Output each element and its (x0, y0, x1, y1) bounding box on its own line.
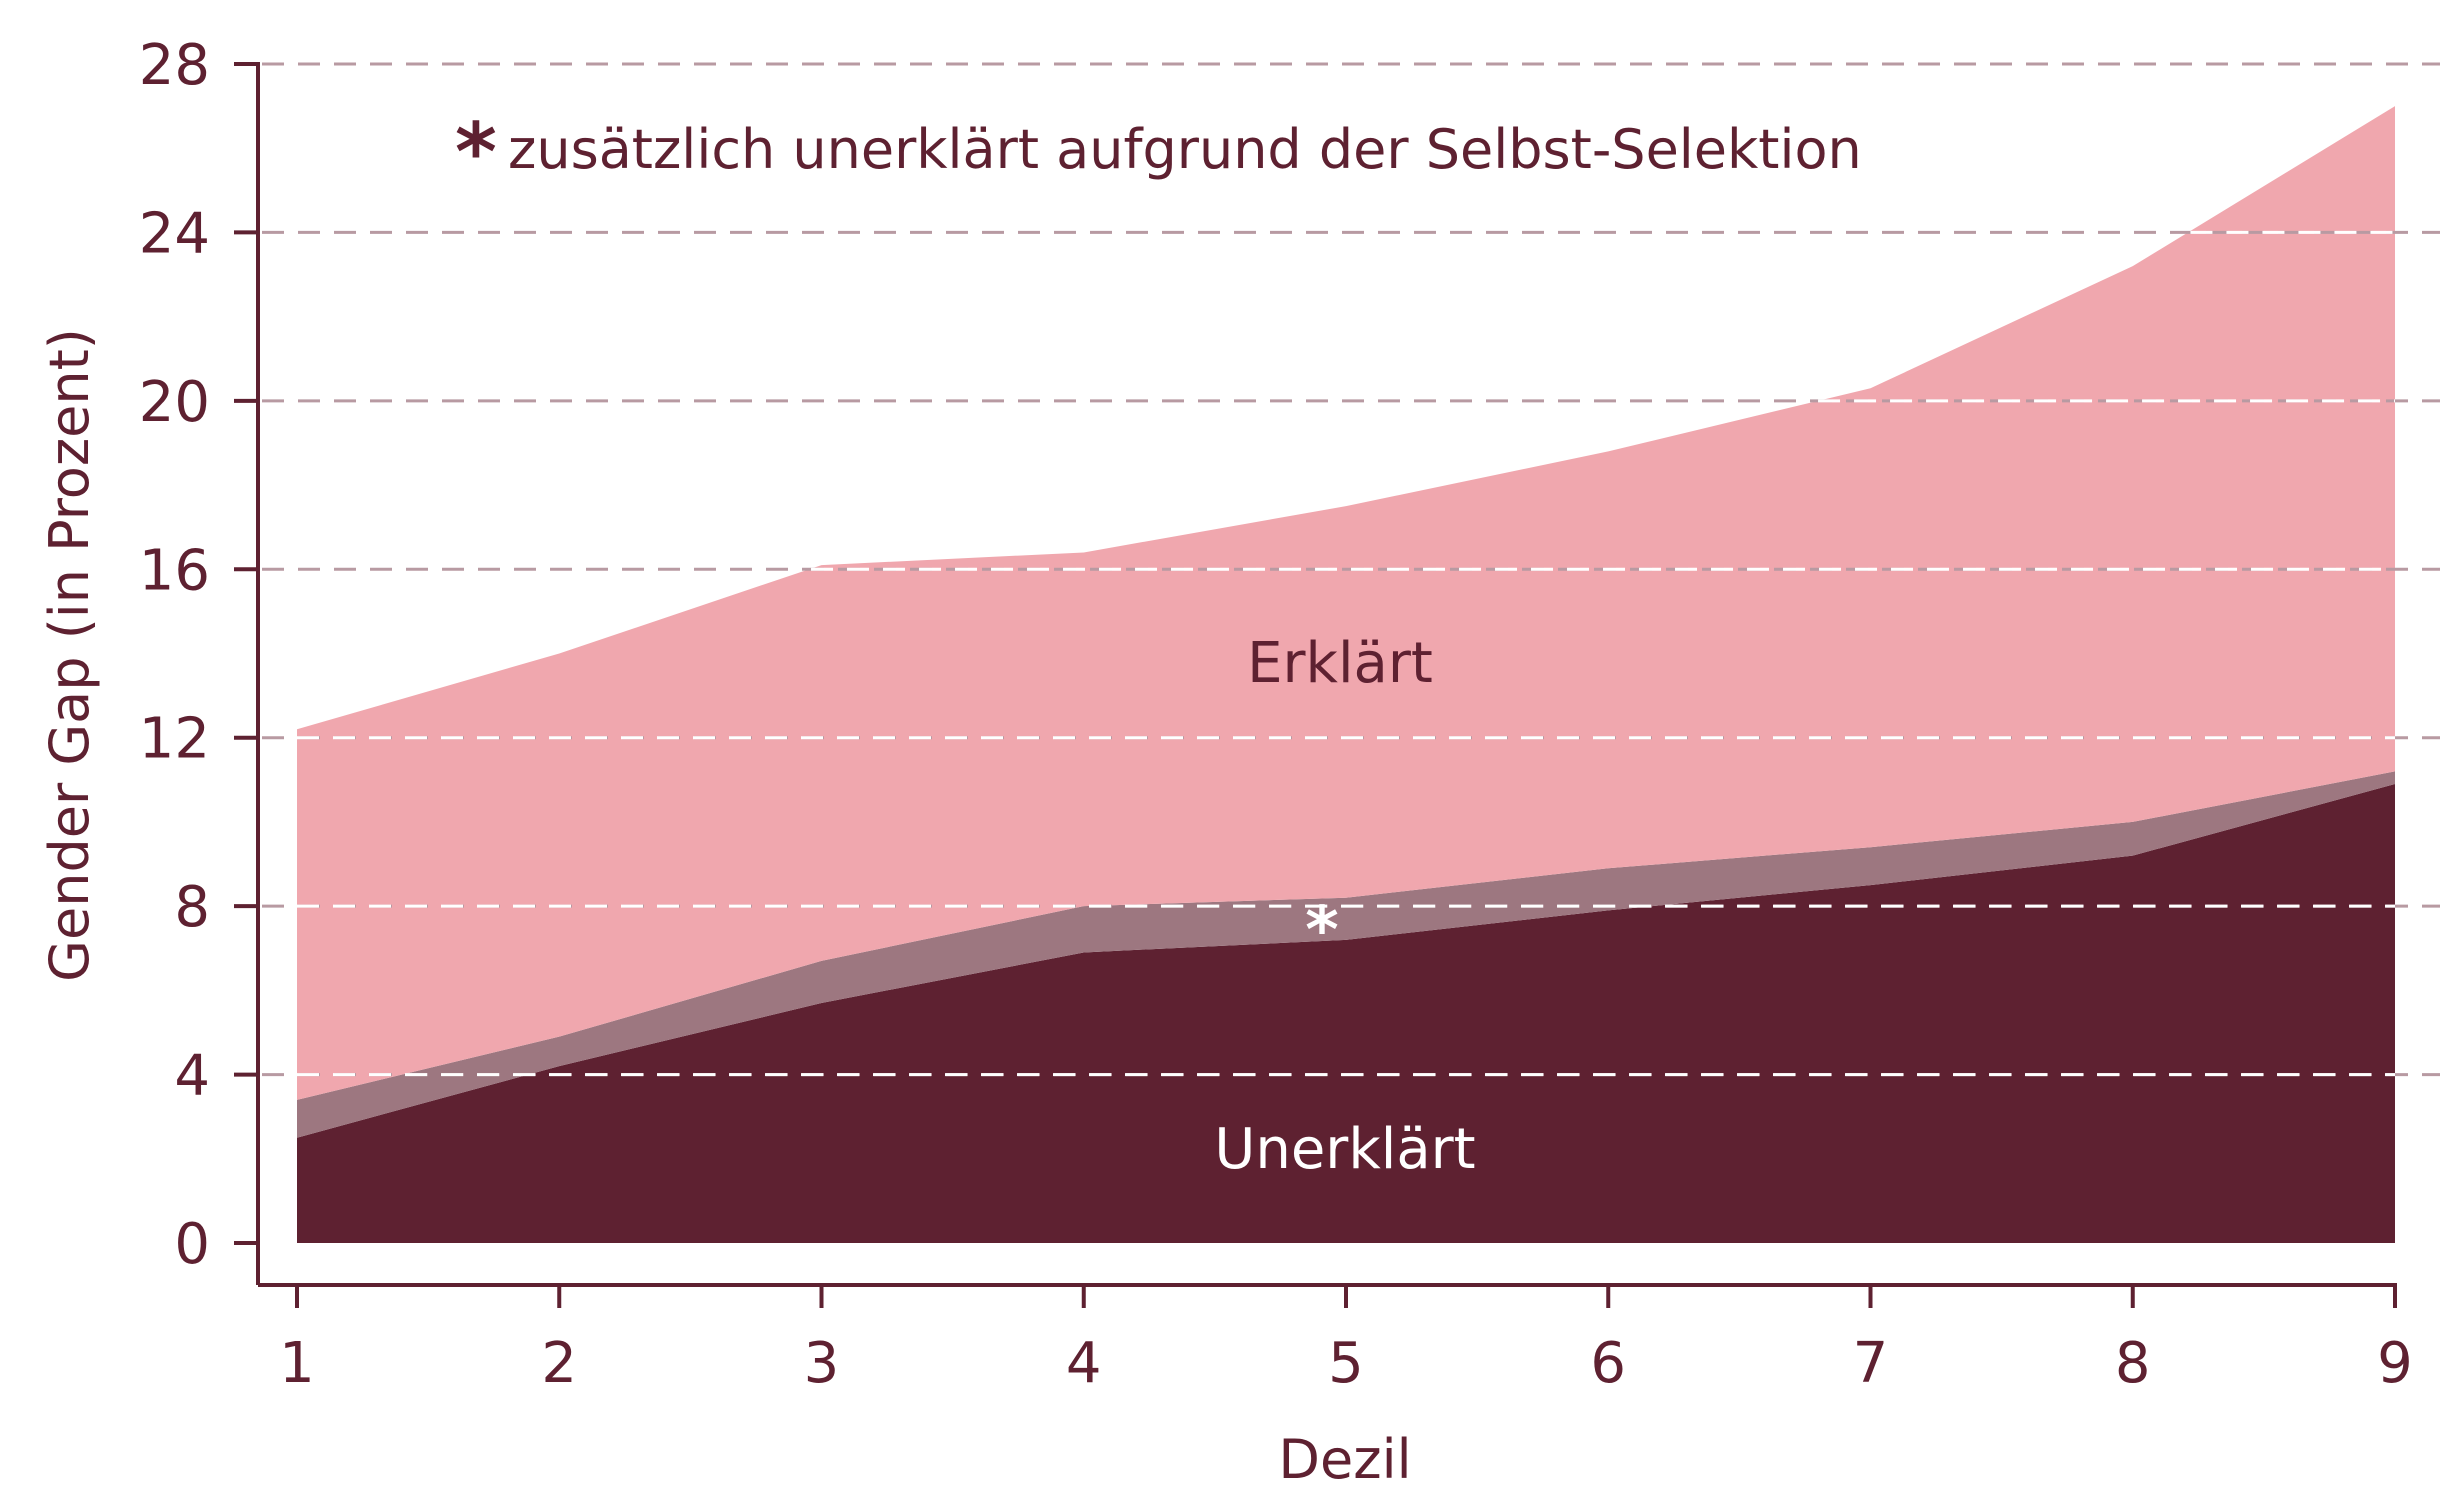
x-tick-label: 3 (804, 1331, 840, 1396)
x-tick-label: 7 (1853, 1331, 1889, 1396)
x-axis-ticks: 1 2 3 4 5 6 7 8 9 (279, 1285, 2413, 1396)
area-label-unerklaert: Unerklärt (1214, 1117, 1475, 1182)
x-tick-label: 5 (1328, 1331, 1364, 1396)
y-tick-label: 20 (139, 370, 210, 435)
annotation-star: * (455, 106, 497, 199)
y-tick-label: 28 (139, 33, 210, 98)
annotation-text: zusätzlich unerklärt aufgrund der Selbst… (508, 118, 1862, 181)
area-layers (297, 106, 2395, 1243)
area-label-star: * (1305, 894, 1338, 968)
y-tick-label: 0 (174, 1212, 210, 1277)
y-tick-label: 16 (139, 538, 210, 603)
area-unerklaert (297, 784, 2395, 1243)
y-axis-ticks: 0 4 8 12 16 20 24 28 (139, 33, 258, 1277)
y-tick-label: 4 (174, 1044, 210, 1109)
x-tick-label: 9 (2377, 1331, 2413, 1396)
x-tick-label: 6 (1590, 1331, 1626, 1396)
x-tick-label: 8 (2115, 1331, 2151, 1396)
gridlines (262, 62, 2440, 1077)
area-label-erklaert: Erklärt (1247, 631, 1433, 696)
axes (256, 62, 2397, 1287)
y-tick-label: 8 (174, 875, 210, 940)
y-tick-label: 24 (139, 201, 210, 266)
x-tick-label: 2 (541, 1331, 577, 1396)
x-tick-label: 4 (1066, 1331, 1102, 1396)
x-tick-label: 1 (279, 1331, 315, 1396)
area-erklaert (297, 106, 2395, 1100)
area-selbstselektion (297, 771, 2395, 1138)
x-axis-title: Dezil (1278, 1428, 1411, 1491)
y-axis-title: Gender Gap (in Prozent) (38, 328, 101, 982)
y-tick-label: 12 (139, 707, 210, 772)
